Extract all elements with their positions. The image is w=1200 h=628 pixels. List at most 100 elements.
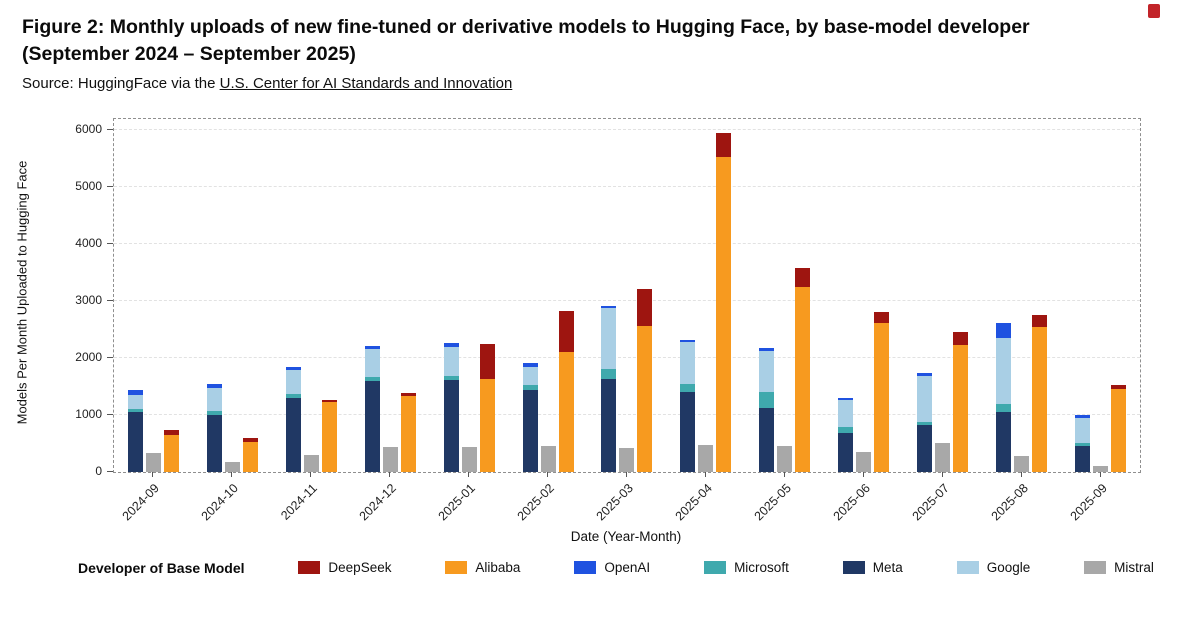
x-tick-label: 2025-01 (435, 480, 479, 524)
legend-item-alibaba: Alibaba (445, 560, 520, 575)
x-tick-mark (468, 471, 470, 477)
bar-stack (382, 447, 398, 472)
x-tick-label: 2025-04 (672, 480, 715, 524)
bar-microsoft-2025-01 (443, 376, 459, 380)
y-tick-label: 4000 (75, 236, 102, 251)
source-line: Source: HuggingFace via the U.S. Center … (22, 75, 1160, 92)
x-tick-mark (941, 471, 943, 477)
bar-google-2025-01 (443, 346, 459, 377)
bar-deepseek-2025-03 (637, 289, 653, 327)
bar-microsoft-2024-10 (206, 411, 222, 415)
bar-alibaba-2024-10 (242, 442, 258, 472)
x-tick-label: 2025-07 (909, 480, 952, 524)
bar-mistral-2024-12 (382, 447, 398, 472)
y-tick-label: 5000 (75, 179, 102, 194)
x-axis-title: Date (Year-Month) (570, 528, 682, 544)
bar-alibaba-2025-06 (874, 322, 890, 472)
bar-stack (953, 332, 969, 472)
bar-group-2025-01 (430, 343, 509, 472)
bar-meta-2025-06 (838, 433, 854, 472)
bar-stack (856, 452, 872, 472)
bar-mistral-2025-01 (461, 446, 477, 472)
x-tick-mark (547, 471, 549, 477)
bar-mistral-2025-06 (856, 452, 872, 472)
legend-swatch-google (956, 561, 979, 575)
bar-stack (461, 446, 477, 472)
bar-microsoft-2024-12 (364, 377, 380, 381)
bar-openai-2025-05 (759, 347, 775, 351)
bar-openai-2025-01 (443, 343, 459, 347)
bar-mistral-2025-07 (935, 442, 951, 472)
bar-meta-2025-08 (996, 412, 1012, 472)
x-tick-mark (1020, 471, 1022, 477)
gridline (114, 356, 1140, 358)
legend-item-meta: Meta (842, 560, 903, 575)
bar-google-2025-06 (838, 400, 854, 428)
bar-openai-2025-02 (522, 363, 538, 367)
x-tick-label: 2025-02 (514, 480, 557, 524)
bar-deepseek-2025-01 (479, 343, 495, 380)
y-tick-mark (107, 356, 113, 358)
bar-group-2025-06 (824, 311, 903, 472)
y-tick-mark (107, 413, 113, 415)
bar-alibaba-2025-09 (1111, 389, 1127, 472)
bar-google-2024-10 (206, 388, 222, 412)
bar-stack (285, 367, 301, 472)
x-tick-mark (704, 471, 706, 477)
bar-stack (224, 462, 240, 472)
legend-item-mistral: Mistral (1084, 560, 1154, 575)
x-tick-label: 2024-10 (198, 480, 242, 524)
legend: Developer of Base Model DeepSeek Alibaba O… (78, 560, 1154, 576)
gridline (114, 186, 1140, 188)
bar-openai-2025-09 (1075, 415, 1091, 418)
bar-deepseek-2024-10 (242, 437, 258, 443)
x-tick-mark (152, 471, 154, 477)
x-tick-mark (389, 471, 391, 477)
bar-google-2024-09 (127, 394, 143, 409)
bar-deepseek-2025-09 (1111, 384, 1127, 390)
legend-item-microsoft: Microsoft (704, 560, 789, 575)
x-tick-mark (626, 471, 627, 477)
bar-alibaba-2024-09 (163, 435, 179, 472)
bar-group-2025-05 (745, 268, 824, 472)
legend-item-deepseek: DeepSeek (298, 560, 391, 575)
figure-header: Figure 2: Monthly uploads of new fine-tu… (0, 0, 1200, 92)
bar-stack (443, 343, 459, 472)
legend-label: Alibaba (475, 560, 521, 576)
bar-alibaba-2025-05 (795, 287, 811, 472)
legend-label: Mistral (1114, 560, 1154, 576)
bar-microsoft-2025-04 (680, 384, 696, 393)
bar-openai-2025-06 (838, 397, 854, 401)
bar-mistral-2025-05 (777, 446, 793, 472)
bar-google-2025-05 (759, 350, 775, 392)
bar-mistral-2024-10 (224, 462, 240, 472)
x-tick-mark (310, 471, 312, 477)
bar-meta-2024-12 (364, 380, 380, 472)
bar-stack (777, 446, 793, 472)
bar-microsoft-2024-11 (285, 393, 301, 398)
bar-openai-2025-07 (917, 373, 933, 376)
bar-deepseek-2025-02 (558, 310, 574, 352)
source-link[interactable]: U.S. Center for AI Standards and Innovat… (219, 74, 513, 92)
legend-swatch-microsoft (704, 561, 727, 575)
chart-figure: Models Per Month Uploaded to Hugging Fac… (0, 108, 1200, 596)
bar-stack (716, 133, 732, 472)
bar-deepseek-2025-06 (874, 311, 890, 323)
gridline (114, 300, 1140, 302)
bar-meta-2025-04 (680, 392, 696, 472)
bar-meta-2025-02 (522, 390, 538, 472)
bar-mistral-2025-09 (1093, 465, 1109, 472)
x-tick-mark (862, 471, 864, 477)
x-tick-label: 2025-06 (830, 480, 873, 524)
bar-group-2025-04 (666, 133, 745, 472)
legend-label: Microsoft (734, 560, 789, 576)
y-tick-label: 6000 (75, 122, 102, 137)
bar-mistral-2025-04 (698, 445, 714, 472)
bar-stack (838, 397, 854, 472)
y-tick-mark (107, 300, 113, 301)
bar-meta-2025-07 (917, 425, 933, 472)
legend-label: DeepSeek (328, 560, 392, 576)
x-tick-label: 2025-09 (1067, 480, 1110, 524)
bar-stack (479, 343, 495, 472)
bar-meta-2025-05 (759, 408, 775, 472)
